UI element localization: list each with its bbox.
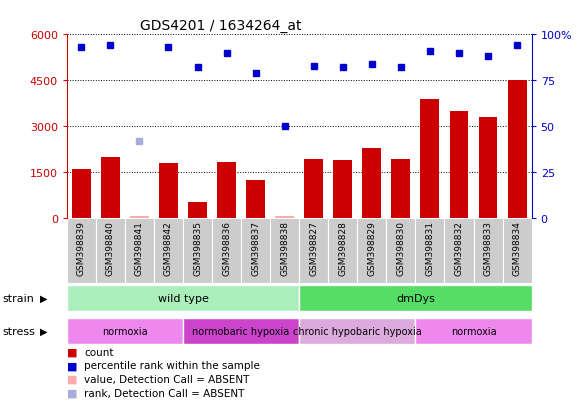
FancyBboxPatch shape xyxy=(299,318,415,344)
Text: GSM398841: GSM398841 xyxy=(135,221,144,275)
FancyBboxPatch shape xyxy=(415,219,444,283)
Text: strain: strain xyxy=(3,293,35,304)
Text: normoxia: normoxia xyxy=(451,326,496,337)
Bar xyxy=(508,81,526,219)
Text: value, Detection Call = ABSENT: value, Detection Call = ABSENT xyxy=(84,374,250,384)
Text: GSM398833: GSM398833 xyxy=(483,221,493,276)
Text: GSM398839: GSM398839 xyxy=(77,221,86,276)
FancyBboxPatch shape xyxy=(386,219,415,283)
Text: normoxia: normoxia xyxy=(102,326,148,337)
Text: rank, Detection Call = ABSENT: rank, Detection Call = ABSENT xyxy=(84,388,245,398)
Bar xyxy=(421,100,439,219)
Text: normobaric hypoxia: normobaric hypoxia xyxy=(192,326,290,337)
FancyBboxPatch shape xyxy=(125,219,154,283)
FancyBboxPatch shape xyxy=(444,219,474,283)
Text: ■: ■ xyxy=(67,374,77,384)
Text: GSM398836: GSM398836 xyxy=(222,221,231,276)
Bar xyxy=(159,164,178,219)
Bar xyxy=(304,159,323,219)
Bar xyxy=(392,159,410,219)
FancyBboxPatch shape xyxy=(328,219,357,283)
FancyBboxPatch shape xyxy=(183,318,299,344)
Text: chronic hypobaric hypoxia: chronic hypobaric hypoxia xyxy=(293,326,422,337)
Text: GSM398838: GSM398838 xyxy=(280,221,289,276)
Text: GSM398828: GSM398828 xyxy=(338,221,347,275)
FancyBboxPatch shape xyxy=(357,219,386,283)
Text: GSM398831: GSM398831 xyxy=(425,221,435,276)
Text: ■: ■ xyxy=(67,388,77,398)
Bar xyxy=(188,202,207,219)
FancyBboxPatch shape xyxy=(503,219,532,283)
Bar xyxy=(333,161,352,219)
FancyBboxPatch shape xyxy=(299,219,328,283)
Text: GSM398842: GSM398842 xyxy=(164,221,173,275)
FancyBboxPatch shape xyxy=(67,285,299,311)
FancyBboxPatch shape xyxy=(299,285,532,311)
Text: GSM398835: GSM398835 xyxy=(193,221,202,276)
Text: ▶: ▶ xyxy=(40,293,47,304)
Text: GSM398832: GSM398832 xyxy=(454,221,464,275)
Bar xyxy=(130,216,149,219)
Bar xyxy=(246,180,265,219)
FancyBboxPatch shape xyxy=(415,318,532,344)
Bar xyxy=(479,118,497,219)
Bar xyxy=(275,216,294,219)
Text: GSM398827: GSM398827 xyxy=(309,221,318,275)
FancyBboxPatch shape xyxy=(270,219,299,283)
Text: ■: ■ xyxy=(67,361,77,370)
Bar xyxy=(101,158,120,219)
Text: GSM398837: GSM398837 xyxy=(251,221,260,276)
Bar xyxy=(363,148,381,219)
FancyBboxPatch shape xyxy=(67,219,96,283)
FancyBboxPatch shape xyxy=(96,219,125,283)
Text: GSM398830: GSM398830 xyxy=(396,221,406,276)
Bar xyxy=(217,162,236,219)
Text: dmDys: dmDys xyxy=(396,293,435,304)
FancyBboxPatch shape xyxy=(212,219,241,283)
Text: stress: stress xyxy=(3,326,36,337)
Text: count: count xyxy=(84,347,114,357)
Bar xyxy=(72,170,91,219)
Bar xyxy=(450,112,468,219)
Text: GSM398840: GSM398840 xyxy=(106,221,115,275)
FancyBboxPatch shape xyxy=(474,219,503,283)
Text: percentile rank within the sample: percentile rank within the sample xyxy=(84,361,260,370)
Text: ■: ■ xyxy=(67,347,77,357)
Text: GDS4201 / 1634264_at: GDS4201 / 1634264_at xyxy=(140,19,302,33)
FancyBboxPatch shape xyxy=(183,219,212,283)
FancyBboxPatch shape xyxy=(241,219,270,283)
Text: wild type: wild type xyxy=(157,293,209,304)
FancyBboxPatch shape xyxy=(154,219,183,283)
Text: GSM398829: GSM398829 xyxy=(367,221,376,275)
Text: ▶: ▶ xyxy=(40,326,47,337)
Text: GSM398834: GSM398834 xyxy=(512,221,522,275)
FancyBboxPatch shape xyxy=(67,318,183,344)
